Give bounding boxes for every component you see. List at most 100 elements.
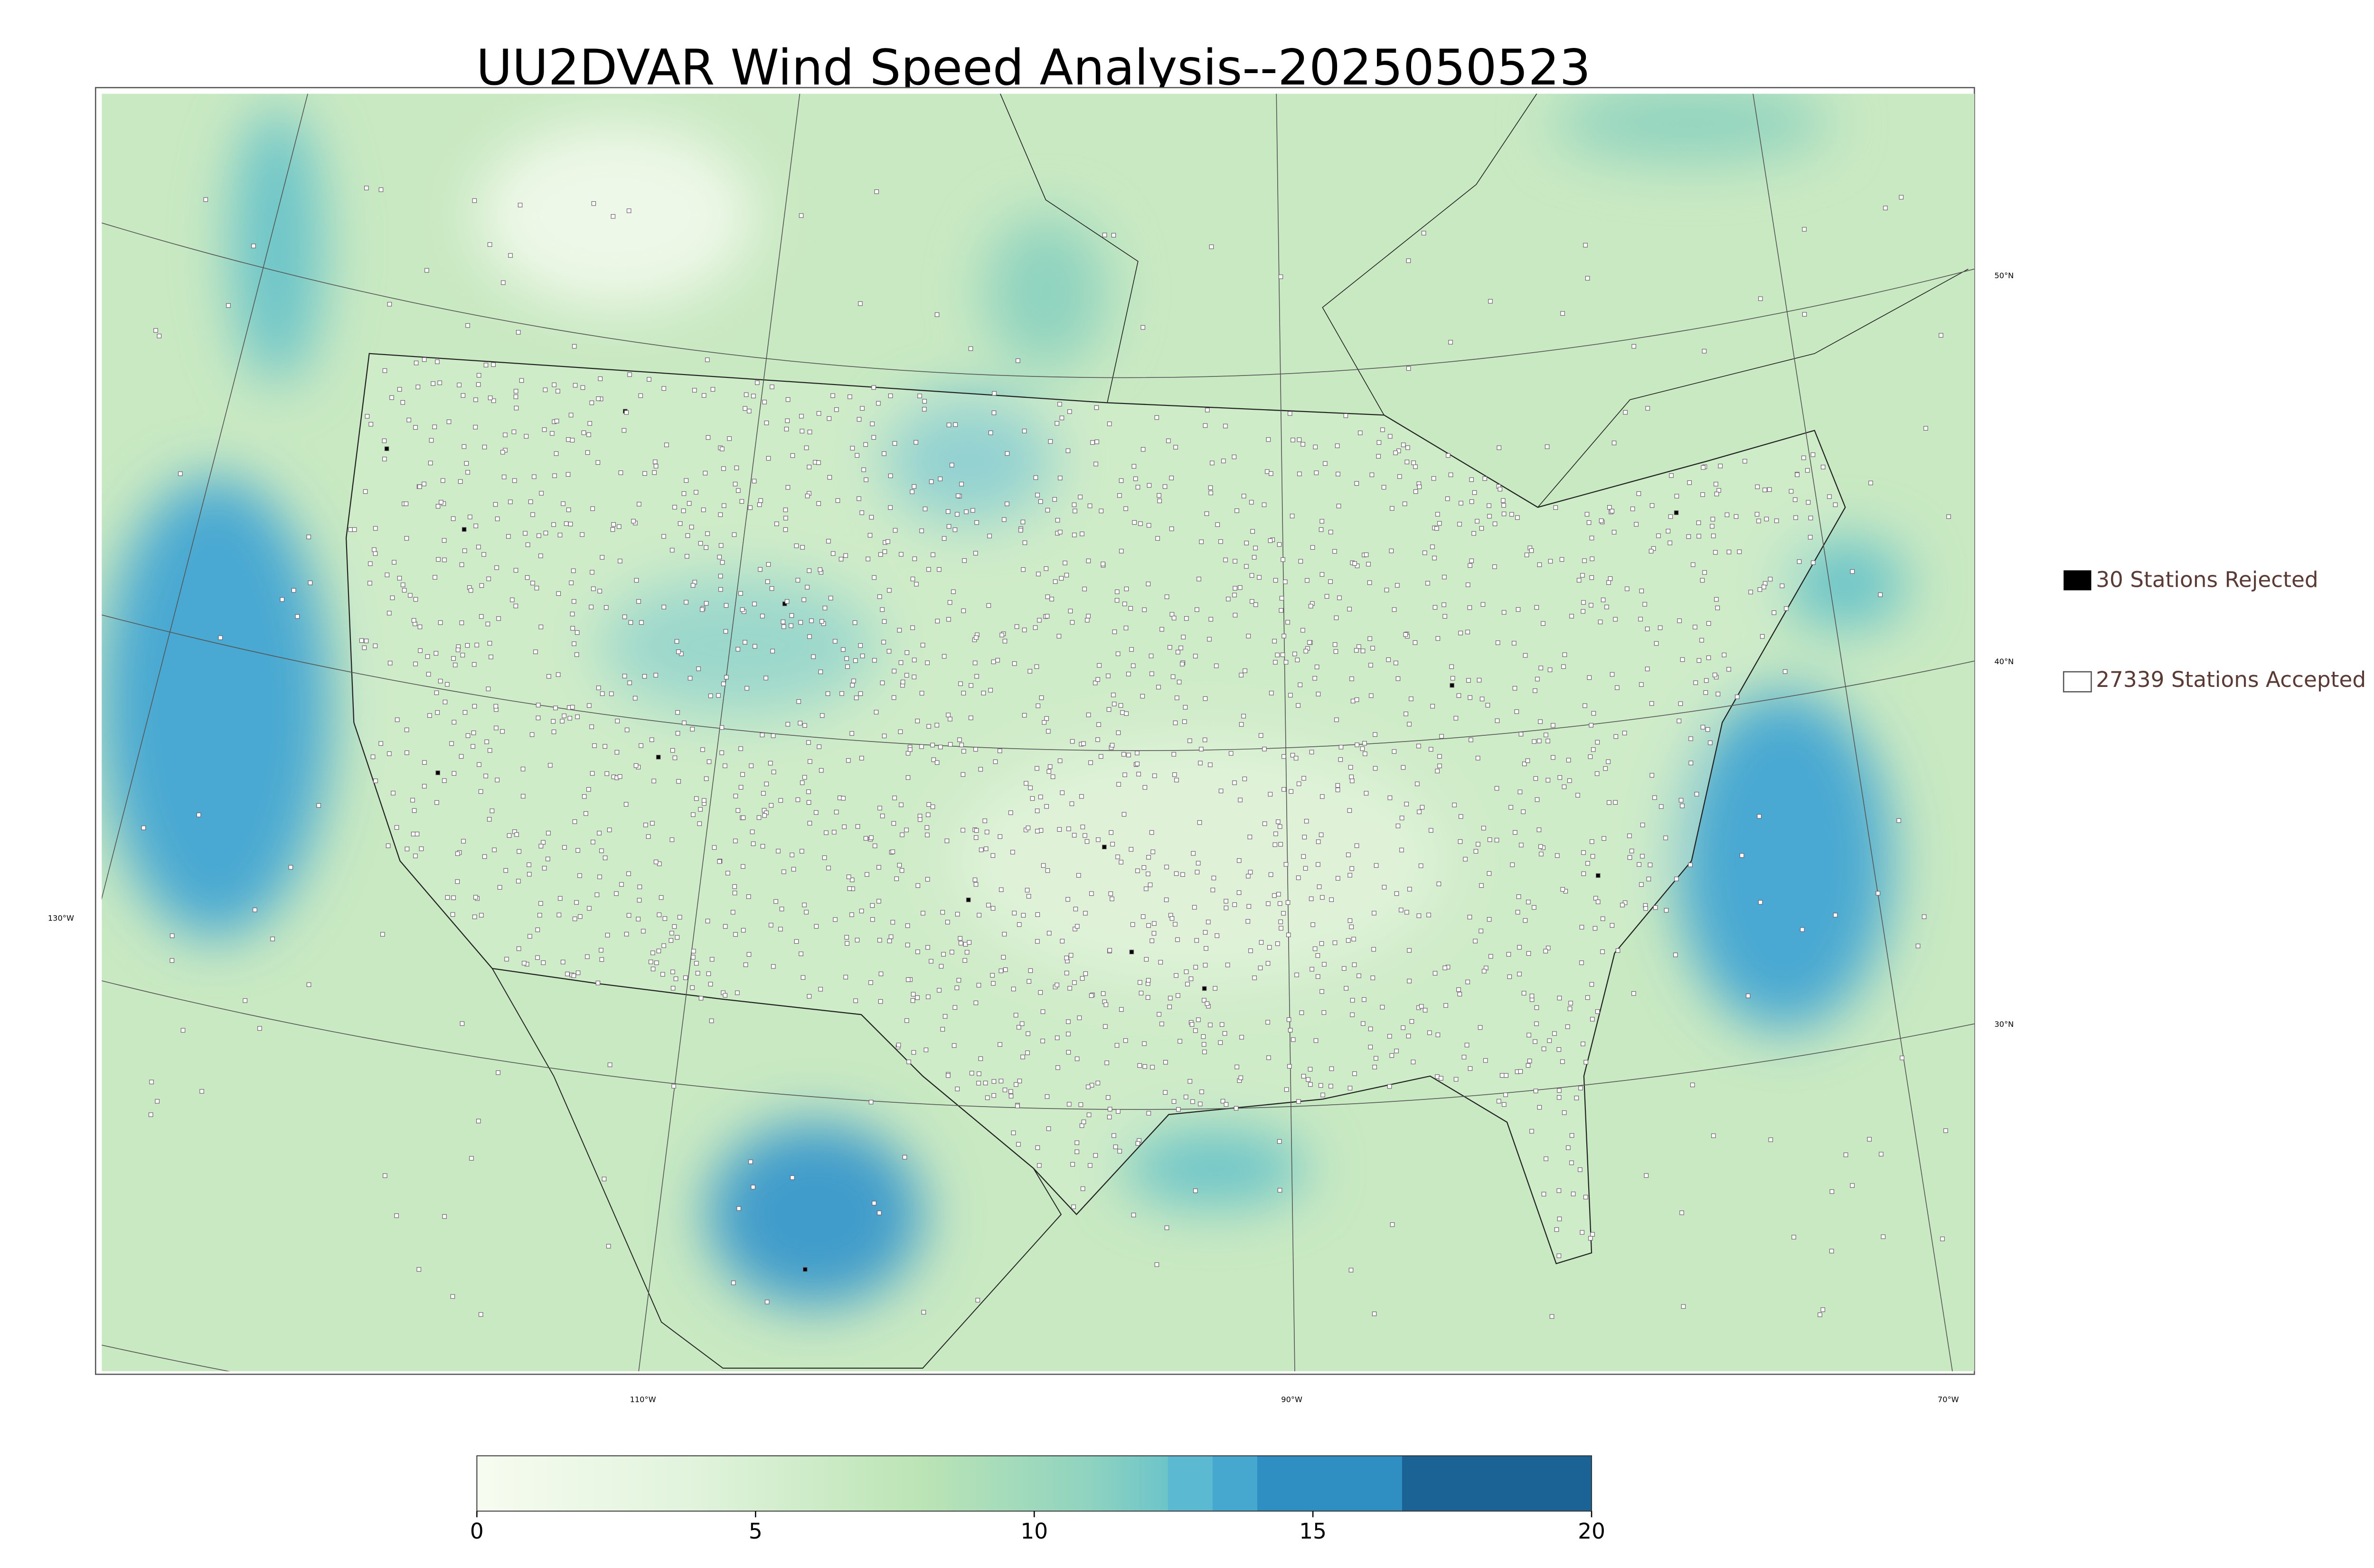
station-marker — [571, 973, 576, 978]
station-marker — [617, 774, 622, 779]
station-marker — [1472, 490, 1477, 495]
station-marker — [406, 417, 411, 423]
station-marker — [1268, 792, 1273, 797]
station-marker — [1315, 953, 1320, 958]
station-marker — [799, 213, 804, 218]
station-marker — [972, 660, 978, 666]
station-marker — [1232, 454, 1237, 460]
station-marker — [1896, 818, 1901, 823]
station-marker — [1413, 640, 1418, 645]
station-marker — [1119, 860, 1123, 864]
station-marker — [1335, 783, 1340, 788]
station-marker — [493, 704, 499, 709]
station-marker — [575, 848, 580, 853]
station-marker — [1273, 660, 1278, 665]
station-marker — [1369, 693, 1374, 698]
station-marker — [528, 499, 533, 504]
station-marker — [1276, 892, 1281, 897]
station-marker — [1561, 664, 1566, 669]
station-marker — [611, 214, 616, 219]
station-marker — [1175, 695, 1179, 700]
station-marker — [794, 939, 799, 944]
station-marker — [1078, 1102, 1083, 1107]
station-marker — [877, 1211, 882, 1215]
station-marker — [1380, 1005, 1385, 1010]
station-marker — [1020, 519, 1026, 525]
station-marker — [1426, 912, 1431, 918]
station-marker — [717, 859, 722, 864]
station-marker — [675, 710, 680, 715]
station-marker — [1541, 1046, 1546, 1052]
station-marker — [798, 721, 802, 725]
station-marker — [959, 481, 964, 487]
station-marker — [1404, 460, 1410, 464]
station-marker — [1347, 1086, 1353, 1090]
station-marker — [536, 703, 541, 708]
station-marker — [1272, 638, 1277, 644]
legend-rejected-swatch — [2063, 570, 2091, 591]
station-marker — [1177, 679, 1182, 685]
station-marker — [779, 907, 784, 911]
station-marker — [1613, 800, 1618, 805]
station-marker — [1585, 861, 1590, 866]
station-marker — [397, 387, 402, 392]
station-marker — [432, 424, 437, 429]
station-marker — [820, 713, 825, 718]
station-marker — [488, 395, 493, 400]
station-marker — [806, 789, 811, 794]
station-marker — [778, 927, 783, 931]
station-marker — [1169, 476, 1174, 480]
station-marker — [1591, 747, 1596, 752]
station-marker — [1036, 703, 1041, 708]
station-marker — [888, 394, 893, 398]
station-marker — [479, 583, 484, 588]
station-marker — [476, 373, 481, 378]
station-marker — [1321, 1010, 1327, 1015]
station-marker — [1002, 517, 1007, 522]
station-marker — [1244, 564, 1249, 569]
station-marker — [1002, 932, 1007, 937]
station-marker — [868, 1099, 874, 1105]
station-marker — [1494, 837, 1499, 843]
station-marker — [910, 998, 915, 1003]
station-marker — [762, 813, 767, 818]
station-marker — [461, 393, 466, 398]
station-marker — [1501, 610, 1507, 615]
longitude-label: 130°W — [48, 914, 74, 923]
station-marker — [569, 580, 574, 585]
station-marker — [952, 1005, 958, 1010]
station-marker — [1537, 1105, 1542, 1110]
station-marker — [476, 1118, 481, 1124]
station-marker — [359, 638, 364, 643]
station-marker — [1423, 1008, 1428, 1013]
station-marker — [1348, 765, 1353, 770]
station-marker — [1827, 494, 1832, 499]
station-marker — [1510, 862, 1515, 867]
station-marker — [436, 557, 441, 562]
station-marker — [987, 534, 992, 538]
station-marker — [1388, 434, 1393, 439]
station-marker — [1080, 1186, 1085, 1191]
station-marker — [1071, 1204, 1076, 1209]
station-marker — [1065, 897, 1070, 902]
station-marker — [1667, 540, 1672, 545]
station-marker — [887, 588, 892, 593]
station-marker — [681, 491, 687, 496]
station-marker — [574, 652, 579, 657]
station-marker — [824, 830, 829, 835]
station-marker — [839, 691, 844, 696]
station-marker — [1319, 572, 1325, 577]
station-marker — [537, 913, 542, 918]
station-marker — [991, 659, 996, 664]
station-marker — [476, 382, 481, 387]
station-marker — [676, 779, 681, 784]
station-marker — [653, 460, 658, 464]
station-marker — [1199, 1089, 1204, 1094]
station-marker — [1380, 427, 1385, 432]
station-marker — [1556, 1188, 1562, 1193]
station-marker — [828, 596, 833, 601]
station-marker — [1284, 1087, 1289, 1092]
station-marker — [1182, 719, 1187, 724]
station-marker — [1416, 913, 1422, 918]
station-marker — [954, 986, 960, 990]
